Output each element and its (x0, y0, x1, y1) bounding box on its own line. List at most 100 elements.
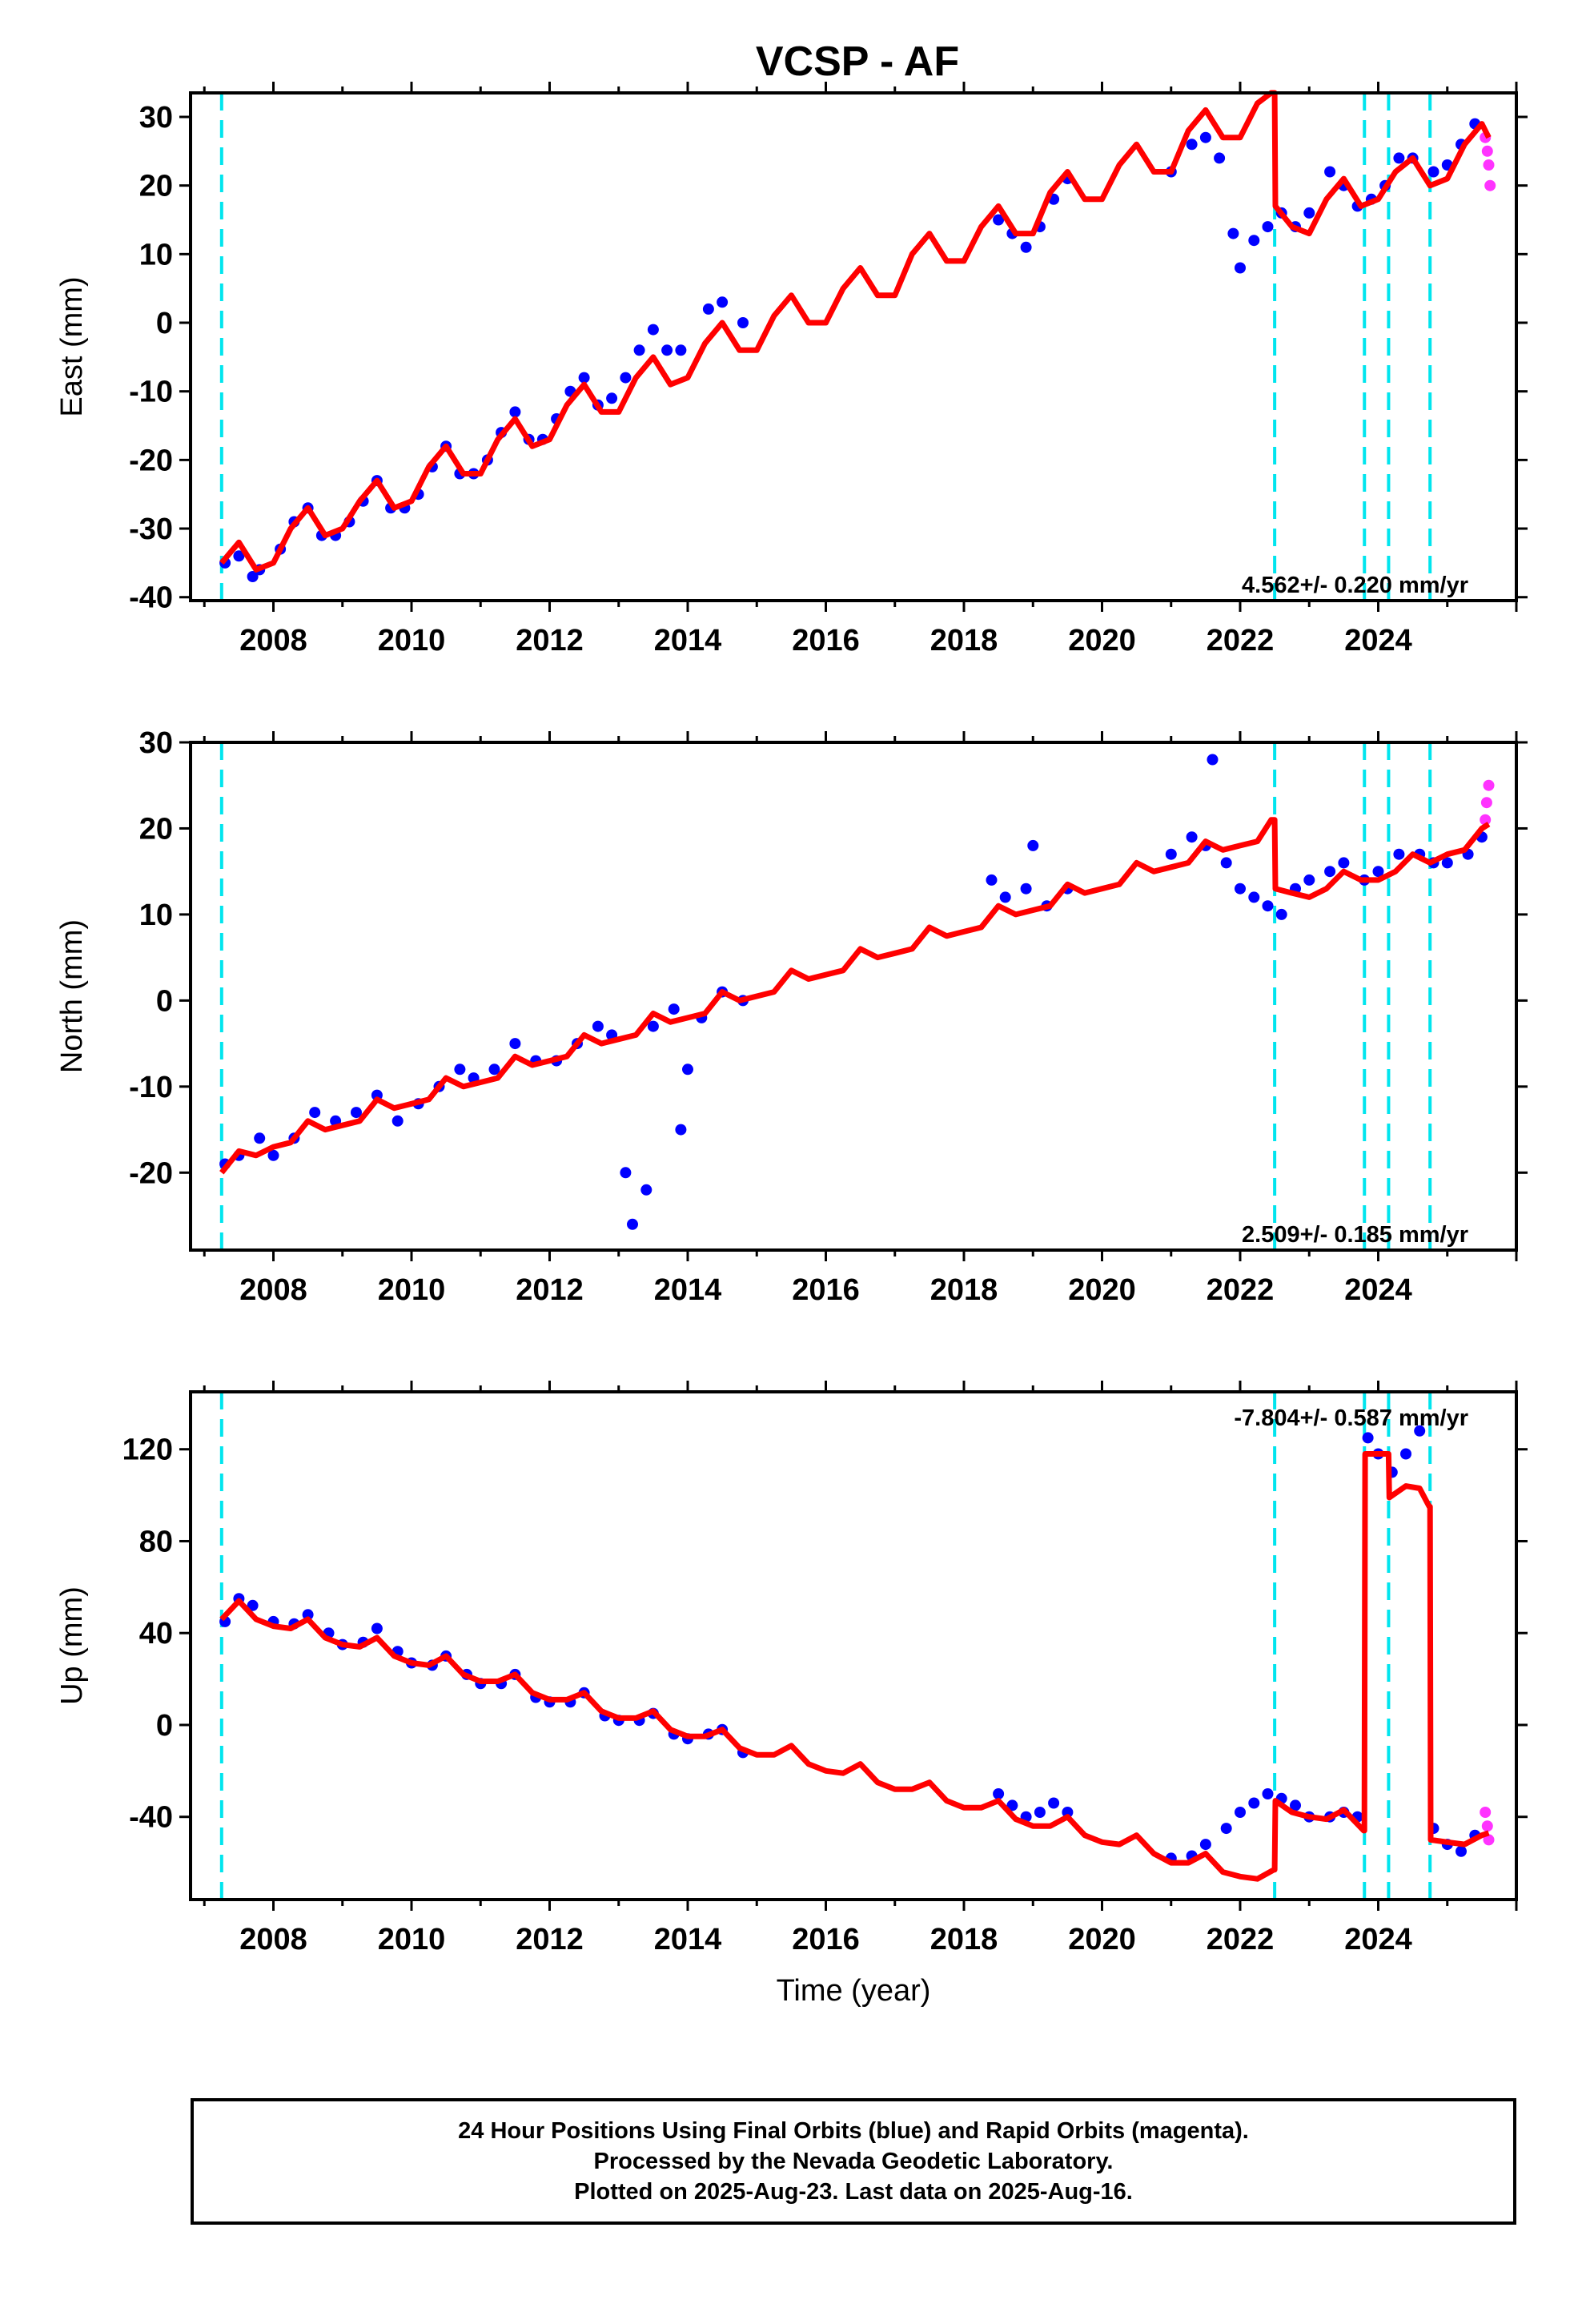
final-orbit-point-36 (1062, 1807, 1074, 1818)
rapid-orbit-point-2 (1483, 1834, 1495, 1846)
rapid-orbit-point-1 (1481, 1820, 1493, 1832)
final-orbit-point-52 (1393, 848, 1405, 860)
final-orbit-point-49 (1248, 235, 1260, 247)
y-tick-label: 20 (139, 170, 173, 203)
x-tick-label: 2010 (378, 624, 446, 657)
y-tick-label: 0 (156, 1709, 173, 1743)
final-orbit-point-26 (675, 1124, 687, 1136)
y-tick-label: -30 (129, 513, 173, 546)
rapid-orbit-point-1 (1481, 145, 1493, 157)
x-tick-label: 2008 (239, 1273, 307, 1307)
final-orbit-point-28 (606, 392, 618, 404)
y-tick-label: -10 (129, 376, 173, 409)
footer-line-processed: Processed by the Nevada Geodetic Laborat… (593, 2149, 1114, 2174)
final-orbit-point-38 (1186, 831, 1198, 843)
final-orbit-point-39 (1199, 1839, 1211, 1851)
final-orbit-point-46 (1214, 152, 1226, 164)
final-orbit-point-45 (1290, 1799, 1301, 1811)
panel-frame (189, 741, 1518, 1252)
final-orbit-point-35 (717, 296, 729, 308)
final-orbit-point-14 (488, 1063, 500, 1076)
final-orbit-point-37 (993, 214, 1005, 226)
final-orbit-point-45 (1275, 908, 1287, 920)
final-orbit-point-26 (578, 372, 590, 384)
x-tick-label: 2024 (1344, 1273, 1412, 1307)
x-tick-label: 2010 (378, 1923, 446, 1956)
final-orbit-point-53 (1400, 1448, 1411, 1460)
y-tick-label: -40 (129, 581, 173, 615)
y-tick-label: 80 (139, 1525, 173, 1558)
final-orbit-point-12 (454, 1063, 466, 1076)
y-tick-label: 0 (156, 307, 173, 340)
y-tick-label: 10 (139, 238, 173, 271)
rapid-orbit-point-0 (1480, 1807, 1492, 1818)
final-orbit-point-47 (1303, 874, 1315, 886)
x-tick-label: 2012 (516, 1923, 584, 1956)
final-orbit-point-31 (986, 874, 998, 886)
x-tick-label: 2020 (1068, 1923, 1136, 1956)
rapid-orbit-point-2 (1483, 159, 1495, 171)
rapid-orbit-point-0 (1480, 814, 1492, 826)
final-orbit-point-33 (675, 344, 687, 356)
x-tick-label: 2010 (378, 1273, 446, 1307)
final-orbit-point-44 (1186, 139, 1198, 151)
y-tick-label: -10 (129, 1071, 173, 1104)
final-orbit-point-35 (1048, 1797, 1060, 1809)
x-tick-label: 2018 (930, 1923, 998, 1956)
final-orbit-point-34 (1027, 839, 1039, 851)
final-orbit-point-47 (1227, 227, 1239, 239)
rate-label: 2.509+/- 0.185 mm/yr (1242, 1222, 1468, 1248)
x-tick-label: 2008 (239, 1923, 307, 1956)
y-axis-title: East (mm) (55, 276, 89, 416)
final-orbit-point-41 (1220, 857, 1232, 869)
final-orbit-point-43 (1248, 891, 1260, 903)
final-orbit-point-36 (737, 317, 749, 328)
north-panel: 2008 2010 2012 2014 2016 2018 2020 2022 2024-20-… (55, 726, 1528, 1307)
final-orbit-point-9 (391, 1115, 404, 1127)
y-tick-label: 40 (139, 1617, 173, 1651)
panel-frame (189, 1390, 1518, 1901)
final-orbit-point-19 (592, 1020, 604, 1032)
final-orbit-point-31 (647, 324, 659, 336)
model-fit-line (219, 1451, 1490, 1882)
final-orbit-point-42 (1235, 883, 1246, 895)
rate-label: 4.562+/- 0.220 mm/yr (1242, 573, 1468, 598)
footer-box: 24 Hour Positions Using Final Orbits (bl… (191, 2098, 1516, 2225)
final-orbit-point-54 (1414, 1425, 1426, 1437)
footer-line-orbits: 24 Hour Positions Using Final Orbits (bl… (458, 2118, 1249, 2144)
x-tick-label: 2018 (930, 624, 998, 657)
final-orbit-point-48 (1235, 262, 1246, 274)
final-orbit-point-32 (661, 344, 673, 356)
x-tick-label: 2014 (654, 624, 722, 657)
final-orbit-point-40 (1220, 1823, 1232, 1835)
final-orbit-point-21 (620, 1167, 632, 1179)
x-tick-label: 2016 (792, 1273, 860, 1307)
final-orbit-point-49 (1338, 857, 1350, 869)
final-orbit-point-34 (702, 303, 714, 315)
final-orbit-point-45 (1199, 131, 1211, 143)
footer-line-plotted: Plotted on 2025-Aug-23. Last data on 202… (574, 2179, 1133, 2205)
final-orbit-point-25 (668, 1003, 680, 1015)
final-orbit-point-59 (1393, 152, 1405, 164)
x-tick-label: 2022 (1207, 624, 1275, 657)
rapid-orbit-point-3 (1484, 179, 1496, 191)
x-tick-label: 2014 (654, 1923, 722, 1956)
x-tick-label: 2024 (1344, 1923, 1412, 1956)
final-orbit-point-50 (1362, 1432, 1374, 1444)
final-orbit-point-29 (620, 372, 632, 384)
final-orbit-point-1 (233, 550, 245, 562)
final-orbit-point-48 (1324, 866, 1336, 878)
model-fit-line (219, 817, 1491, 1175)
x-tick-label: 2024 (1344, 624, 1412, 657)
final-orbit-point-9 (371, 1622, 383, 1634)
final-orbit-point-7 (351, 1107, 362, 1119)
y-tick-label: 30 (139, 726, 173, 760)
y-tick-label: 120 (122, 1433, 173, 1467)
x-tick-label: 2008 (239, 624, 307, 657)
final-orbit-point-40 (1207, 754, 1219, 766)
x-tick-label: 2020 (1068, 624, 1136, 657)
final-orbit-point-3 (267, 1149, 279, 1161)
x-tick-label: 2022 (1207, 1923, 1275, 1956)
final-orbit-point-22 (627, 1218, 638, 1230)
y-tick-label: 20 (139, 812, 173, 846)
